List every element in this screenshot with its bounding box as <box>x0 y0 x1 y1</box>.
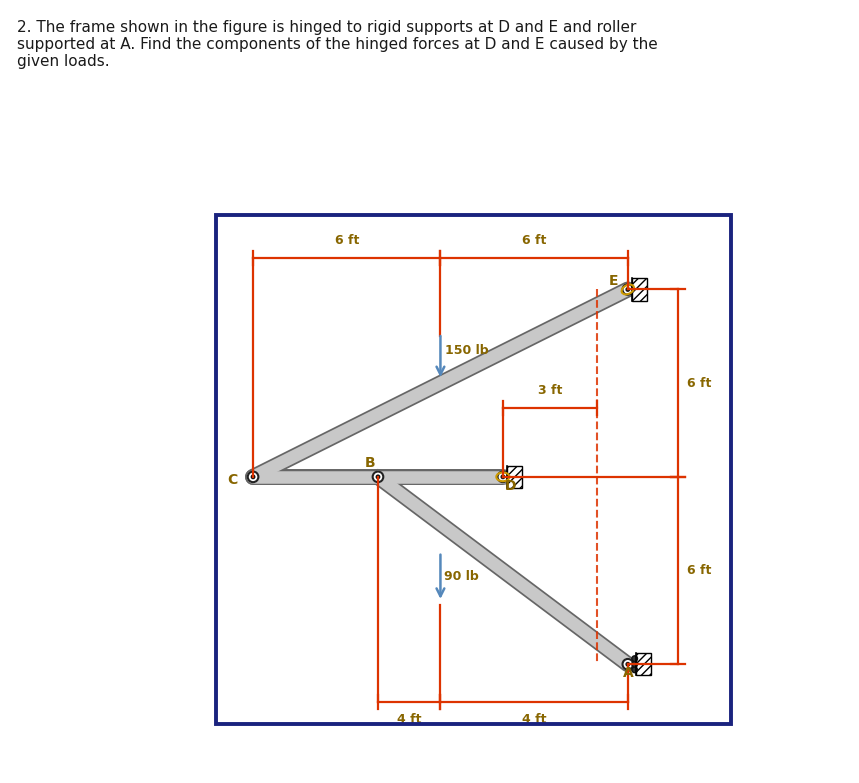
Text: 3 ft: 3 ft <box>538 384 562 397</box>
Circle shape <box>626 288 630 291</box>
Text: 4 ft: 4 ft <box>522 713 546 727</box>
Text: 4 ft: 4 ft <box>397 713 422 727</box>
Text: 150 lb: 150 lb <box>445 344 489 356</box>
Circle shape <box>252 475 255 478</box>
Polygon shape <box>631 278 647 301</box>
Text: 6 ft: 6 ft <box>522 233 546 247</box>
Polygon shape <box>637 653 651 676</box>
Circle shape <box>626 662 630 666</box>
Text: A: A <box>623 666 634 680</box>
Text: 2. The frame shown in the figure is hinged to rigid supports at D and E and roll: 2. The frame shown in the figure is hing… <box>17 20 658 70</box>
Circle shape <box>632 662 637 667</box>
Circle shape <box>501 475 504 478</box>
Circle shape <box>623 659 633 669</box>
Text: E: E <box>608 274 618 288</box>
Text: D: D <box>504 479 516 493</box>
Circle shape <box>247 471 259 482</box>
Text: 6 ft: 6 ft <box>334 233 359 247</box>
Text: C: C <box>227 473 237 487</box>
Polygon shape <box>507 466 522 488</box>
Circle shape <box>376 475 380 478</box>
Text: 90 lb: 90 lb <box>444 570 479 583</box>
Circle shape <box>632 656 637 662</box>
Circle shape <box>497 471 509 482</box>
Text: 6 ft: 6 ft <box>687 377 711 390</box>
Circle shape <box>623 284 633 294</box>
Circle shape <box>632 667 637 673</box>
Text: B: B <box>365 456 375 470</box>
Text: 6 ft: 6 ft <box>687 564 711 577</box>
Circle shape <box>373 471 383 482</box>
